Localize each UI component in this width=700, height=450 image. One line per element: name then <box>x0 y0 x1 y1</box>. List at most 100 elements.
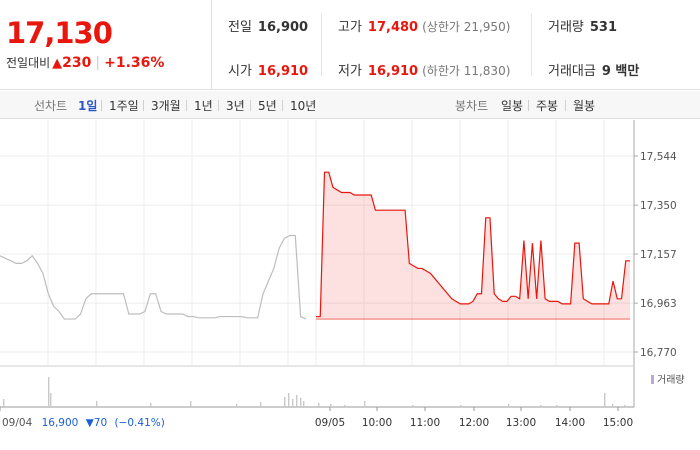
volume-bar <box>296 395 298 407</box>
line-chart-label: 선차트 <box>34 99 68 113</box>
divider <box>565 100 566 111</box>
candle-monthly[interactable]: 월봉 <box>573 99 596 113</box>
candle-daily[interactable]: 일봉 <box>501 99 524 113</box>
volume-bar <box>540 405 542 407</box>
volume-label: 거래량 <box>657 374 685 386</box>
x-tick-label: 11:00 <box>410 417 440 429</box>
change-row: 전일대비 ▲230 | +1.36% <box>6 54 164 71</box>
period-1w[interactable]: 1주일 <box>109 99 139 113</box>
stat-label: 시가 <box>228 64 252 79</box>
up-triangle-icon: ▲ <box>52 56 63 71</box>
current-price: 17,130 <box>6 16 113 50</box>
divider <box>218 100 219 111</box>
volume-bar <box>236 404 238 407</box>
volume-legend-swatch <box>651 375 654 384</box>
volume-bar <box>3 399 5 407</box>
period-3m[interactable]: 3개월 <box>151 99 181 113</box>
prev-day-change: ▼70 <box>86 417 107 429</box>
volume-panel: 거래량 <box>0 365 685 408</box>
divider <box>250 100 251 111</box>
chart-toolbar: 선차트 1일 1주일 3개월 1년 3년 5년 10년 봉차트 일봉 주봉 월봉 <box>0 91 700 119</box>
volume-bar <box>284 397 286 407</box>
candle-chart-label: 봉차트 <box>455 99 489 113</box>
period-1y[interactable]: 1년 <box>194 99 213 113</box>
volume-bar <box>364 401 366 407</box>
divider <box>186 100 187 111</box>
stat-label: 저가 <box>338 64 362 79</box>
volume-bar <box>190 401 192 407</box>
chart-series <box>0 171 630 320</box>
stat-value: 9 백만 <box>601 64 640 79</box>
period-5y[interactable]: 5년 <box>258 99 277 113</box>
x-tick-label: 12:00 <box>459 417 489 429</box>
volume-bar <box>460 405 462 407</box>
prev-day-close: 16,900 <box>42 417 79 429</box>
divider: | <box>95 55 101 71</box>
prev-day-date: 09/04 <box>2 417 33 429</box>
y-tick-label: 17,544 <box>640 151 677 163</box>
stat-label: 전일 <box>228 20 252 35</box>
stat-sub: (상한가 21,950) <box>422 20 511 34</box>
divider <box>101 100 102 111</box>
divider <box>528 100 529 111</box>
volume-bar <box>556 405 558 407</box>
x-axis: 09/05 10:00 11:00 12:00 13:00 14:00 15:00 <box>0 407 633 429</box>
stat-value: 16,910 <box>257 64 309 79</box>
stat-label: 고가 <box>338 20 362 35</box>
stat-high: 고가 17,480 (상한가 21,950) <box>338 16 510 35</box>
y-tick-label: 16,770 <box>640 347 677 359</box>
x-tick-label: 13:00 <box>506 417 536 429</box>
y-tick-label: 17,157 <box>640 249 677 261</box>
volume-bar <box>48 377 50 407</box>
volume-bar <box>330 404 332 407</box>
change-label: 전일대비 <box>6 56 51 70</box>
period-3y[interactable]: 3년 <box>226 99 245 113</box>
stat-value: 17,480 <box>367 20 419 35</box>
prev-day-pct: (−0.41%) <box>114 417 164 429</box>
price-chart: 17,544 17,350 17,157 16,963 16,770 거래량 09/05… <box>0 120 685 429</box>
x-tick-label: 09/05 <box>315 417 345 429</box>
period-1d[interactable]: 1일 <box>78 99 98 113</box>
today-line <box>316 171 630 318</box>
volume-bar <box>50 393 52 407</box>
x-tick-label: 15:00 <box>603 417 633 429</box>
period-10y[interactable]: 10년 <box>290 99 317 113</box>
stat-sub: (하한가 11,830) <box>422 64 511 78</box>
volume-bar <box>260 402 262 407</box>
volume-bar <box>300 398 302 407</box>
divider <box>143 100 144 111</box>
y-tick-label: 16,963 <box>640 298 677 310</box>
quote-header: 17,130 전일대비 ▲230 | +1.36% 전일 16,900 시가 16,910… <box>0 0 700 90</box>
candle-weekly[interactable]: 주봉 <box>536 99 559 113</box>
chart-grid <box>0 120 634 366</box>
stat-amount: 거래대금 9 백만 <box>548 60 639 79</box>
stat-open: 시가 16,910 <box>228 60 308 79</box>
prev-day-info: 09/04 16,900 ▼70 (−0.41%) <box>2 417 165 429</box>
change-percent: +1.36% <box>104 55 165 71</box>
volume-bar <box>612 404 614 407</box>
price-box: 17,130 전일대비 ▲230 | +1.36% <box>0 0 212 90</box>
stat-value: 16,900 <box>257 20 309 35</box>
volume-bar <box>508 404 510 407</box>
volume-bar <box>303 401 305 407</box>
volume-bar <box>624 405 626 407</box>
stat-label: 거래량 <box>548 20 584 35</box>
stat-value: 16,910 <box>367 64 419 79</box>
volume-bar <box>96 401 98 407</box>
divider <box>321 14 322 76</box>
stat-value: 531 <box>589 20 618 35</box>
volume-bar <box>344 405 346 407</box>
y-tick-label: 17,350 <box>640 200 677 212</box>
volume-bar <box>604 393 606 407</box>
stat-prev-close: 전일 16,900 <box>228 16 308 35</box>
stat-low: 저가 16,910 (하한가 11,830) <box>338 60 510 79</box>
divider <box>531 14 532 76</box>
divider <box>282 100 283 111</box>
volume-bar <box>318 403 320 407</box>
change-amount: 230 <box>62 55 92 71</box>
volume-bar <box>412 405 414 407</box>
volume-bar <box>150 403 152 407</box>
stat-volume: 거래량 531 <box>548 16 617 35</box>
x-tick-label: 10:00 <box>362 417 392 429</box>
volume-bar <box>288 393 290 407</box>
